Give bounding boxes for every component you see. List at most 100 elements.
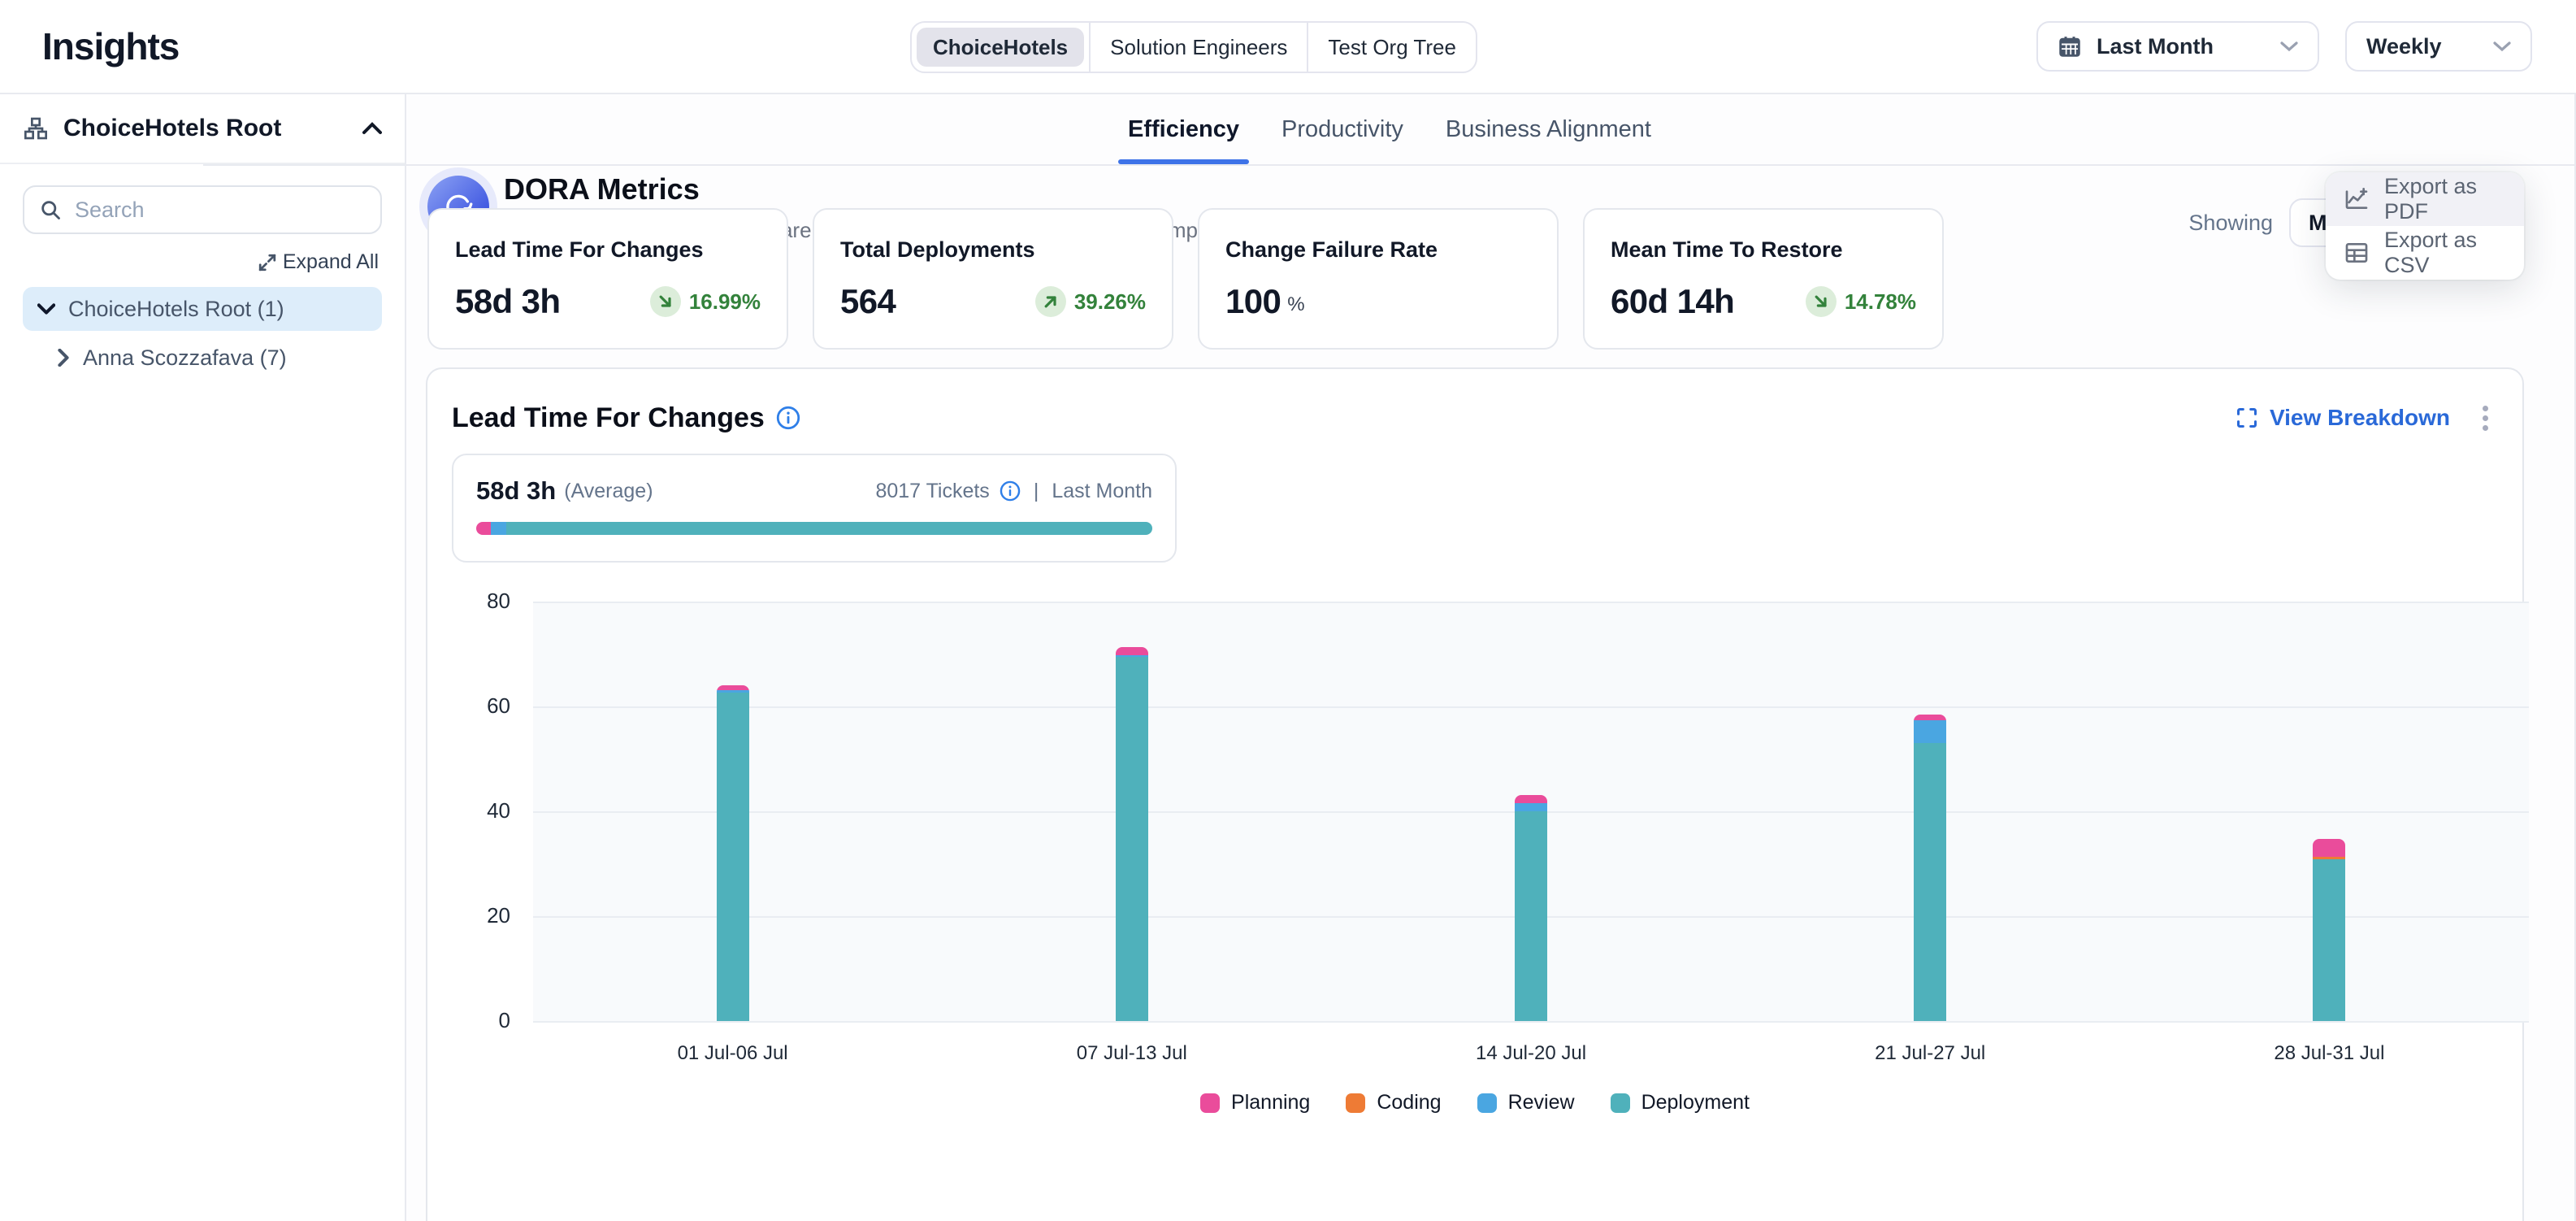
bar-segment-deployment[interactable] — [1115, 656, 1148, 1021]
export-menu: Export as PDF Export as CSV — [2326, 172, 2524, 280]
average-suffix: (Average) — [564, 479, 653, 502]
org-tree: ChoiceHotels Root (1) Anna Scozzafava (7… — [0, 287, 405, 380]
bar-segment-deployment[interactable] — [2313, 858, 2346, 1021]
period-label: Last Month — [1052, 479, 1152, 502]
chevron-up-icon[interactable] — [362, 122, 382, 135]
bar-segment-review[interactable] — [716, 690, 749, 693]
bar-segment-deployment[interactable] — [716, 692, 749, 1021]
time-range-dropdown[interactable]: Last Month — [2036, 21, 2319, 72]
chart-plot-area — [533, 602, 2529, 1023]
chart-line-plus-icon — [2344, 186, 2370, 212]
view-breakdown-label: View Breakdown — [2269, 405, 2450, 430]
bar-segment-review[interactable] — [1914, 720, 1947, 743]
legend-item-planning[interactable]: Planning — [1200, 1091, 1310, 1115]
legend-item-review[interactable]: Review — [1477, 1091, 1575, 1115]
stacked-bar-07-jul-13-jul[interactable] — [1115, 647, 1148, 1021]
sidebar-header[interactable]: ChoiceHotels Root — [0, 94, 405, 164]
tickets-count: 8017 Tickets — [875, 479, 990, 502]
metric-card-trend: 16.99% — [649, 286, 761, 317]
menu-item-label: Export as PDF — [2384, 174, 2478, 224]
chart-gridline — [533, 602, 2529, 603]
bar-segment-deployment[interactable] — [1914, 742, 1947, 1021]
org-tab-choicehotels[interactable]: ChoiceHotels — [912, 23, 1089, 72]
granularity-dropdown[interactable]: Weekly — [2345, 21, 2532, 72]
metric-cards-row: Lead Time For Changes 58d 3h 16.99% Total D… — [427, 208, 1944, 350]
legend-item-deployment[interactable]: Deployment — [1610, 1091, 1750, 1115]
phase-progress-bar — [476, 522, 1152, 535]
stacked-bar-21-jul-27-jul[interactable] — [1914, 715, 1947, 1021]
chart-kebab-menu-button[interactable] — [2473, 399, 2498, 437]
x-axis-label: 07 Jul-13 Jul — [1076, 1042, 1187, 1064]
bar-segment-planning[interactable] — [1515, 795, 1547, 804]
view-breakdown-button[interactable]: View Breakdown — [2236, 405, 2450, 431]
x-axis-label: 01 Jul-06 Jul — [677, 1042, 788, 1064]
bar-segment-planning[interactable] — [1115, 647, 1148, 655]
tree-item-label: Anna Scozzafava (7) — [83, 345, 287, 370]
menu-item-export-as-csv[interactable]: Export as CSV — [2326, 226, 2524, 280]
org-tab-solution-engineers[interactable]: Solution Engineers — [1089, 23, 1307, 72]
org-tab-test-org-tree[interactable]: Test Org Tree — [1307, 23, 1476, 72]
time-range-value: Last Month — [2097, 33, 2214, 59]
trend-down-icon — [649, 286, 681, 317]
separator: | — [1033, 479, 1039, 502]
bar-segment-coding[interactable] — [2313, 857, 2346, 859]
legend-label: Coding — [1377, 1091, 1442, 1114]
info-icon[interactable] — [1000, 480, 1021, 502]
calendar-icon — [2058, 34, 2082, 59]
progress-segment-deployment — [505, 522, 1152, 535]
metric-card-value: 58d 3h — [455, 282, 561, 320]
y-axis-tick-label: 60 — [487, 693, 510, 718]
metric-card-trend-value: 16.99% — [688, 289, 761, 314]
metric-card-trend: 14.78% — [1805, 286, 1916, 317]
metric-card-title: Mean Time To Restore — [1611, 237, 1843, 262]
metric-card-trend-value: 39.26% — [1073, 289, 1146, 314]
page-title: Insights — [42, 25, 180, 67]
bar-segment-planning[interactable] — [2313, 838, 2346, 858]
legend-swatch — [1477, 1093, 1497, 1113]
chevron-down-icon[interactable] — [37, 302, 55, 315]
tab-productivity[interactable]: Productivity — [1281, 116, 1403, 142]
search-input[interactable] — [75, 197, 366, 223]
progress-segment-planning — [476, 522, 492, 535]
bar-segment-deployment[interactable] — [1515, 811, 1547, 1021]
trend-down-icon — [1805, 286, 1837, 317]
metric-card-value: 564 — [840, 282, 896, 320]
legend-item-coding[interactable]: Coding — [1346, 1091, 1442, 1115]
stacked-bar-01-jul-06-jul[interactable] — [716, 685, 749, 1021]
average-value: 58d 3h — [476, 476, 557, 505]
y-axis-tick-label: 80 — [487, 589, 510, 613]
table-icon — [2344, 240, 2370, 266]
metric-card-title: Lead Time For Changes — [455, 237, 704, 262]
stacked-bar-14-jul-20-jul[interactable] — [1515, 795, 1547, 1021]
metric-card-title: Total Deployments — [840, 237, 1035, 262]
metric-card-value: 60d 14h — [1611, 282, 1735, 320]
tab-business-alignment[interactable]: Business Alignment — [1445, 116, 1651, 142]
bar-segment-planning[interactable] — [1914, 715, 1947, 721]
sidebar-title: ChoiceHotels Root — [63, 115, 282, 141]
lead-time-chart-card: Lead Time For Changes View Breakdown — [426, 367, 2529, 1221]
org-tree-sidebar: ChoiceHotels Root Expand All — [0, 94, 406, 1221]
bar-segment-planning[interactable] — [716, 685, 749, 691]
tree-item-anna[interactable]: Anna Scozzafava (7) — [42, 336, 382, 380]
expand-all-button[interactable]: Expand All — [258, 250, 379, 274]
expand-arrows-icon — [258, 254, 276, 272]
metric-card-mean-time-to-restore: Mean Time To Restore 60d 14h 14.78% — [1583, 208, 1944, 350]
chart-title: Lead Time For Changes — [452, 402, 765, 433]
metric-card-trend-value: 14.78% — [1844, 289, 1916, 314]
sidebar-search[interactable] — [23, 185, 382, 234]
menu-item-export-as-pdf[interactable]: Export as PDF — [2326, 172, 2524, 226]
info-icon[interactable] — [776, 406, 800, 430]
tree-item-root[interactable]: ChoiceHotels Root (1) — [23, 287, 382, 331]
x-axis-label: 21 Jul-27 Jul — [1875, 1042, 1986, 1064]
granularity-value: Weekly — [2366, 33, 2442, 59]
chevron-right-icon[interactable] — [57, 349, 70, 367]
bar-segment-review[interactable] — [1115, 654, 1148, 657]
legend-swatch — [1346, 1093, 1366, 1113]
chart-gridline — [533, 706, 2529, 708]
bar-segment-review[interactable] — [1515, 803, 1547, 811]
metric-card-value: 100 — [1225, 282, 1281, 320]
tab-efficiency[interactable]: Efficiency — [1118, 116, 1248, 164]
stacked-bar-28-jul-31-jul[interactable] — [2313, 838, 2346, 1021]
scrollbar-track[interactable] — [2574, 94, 2576, 1221]
